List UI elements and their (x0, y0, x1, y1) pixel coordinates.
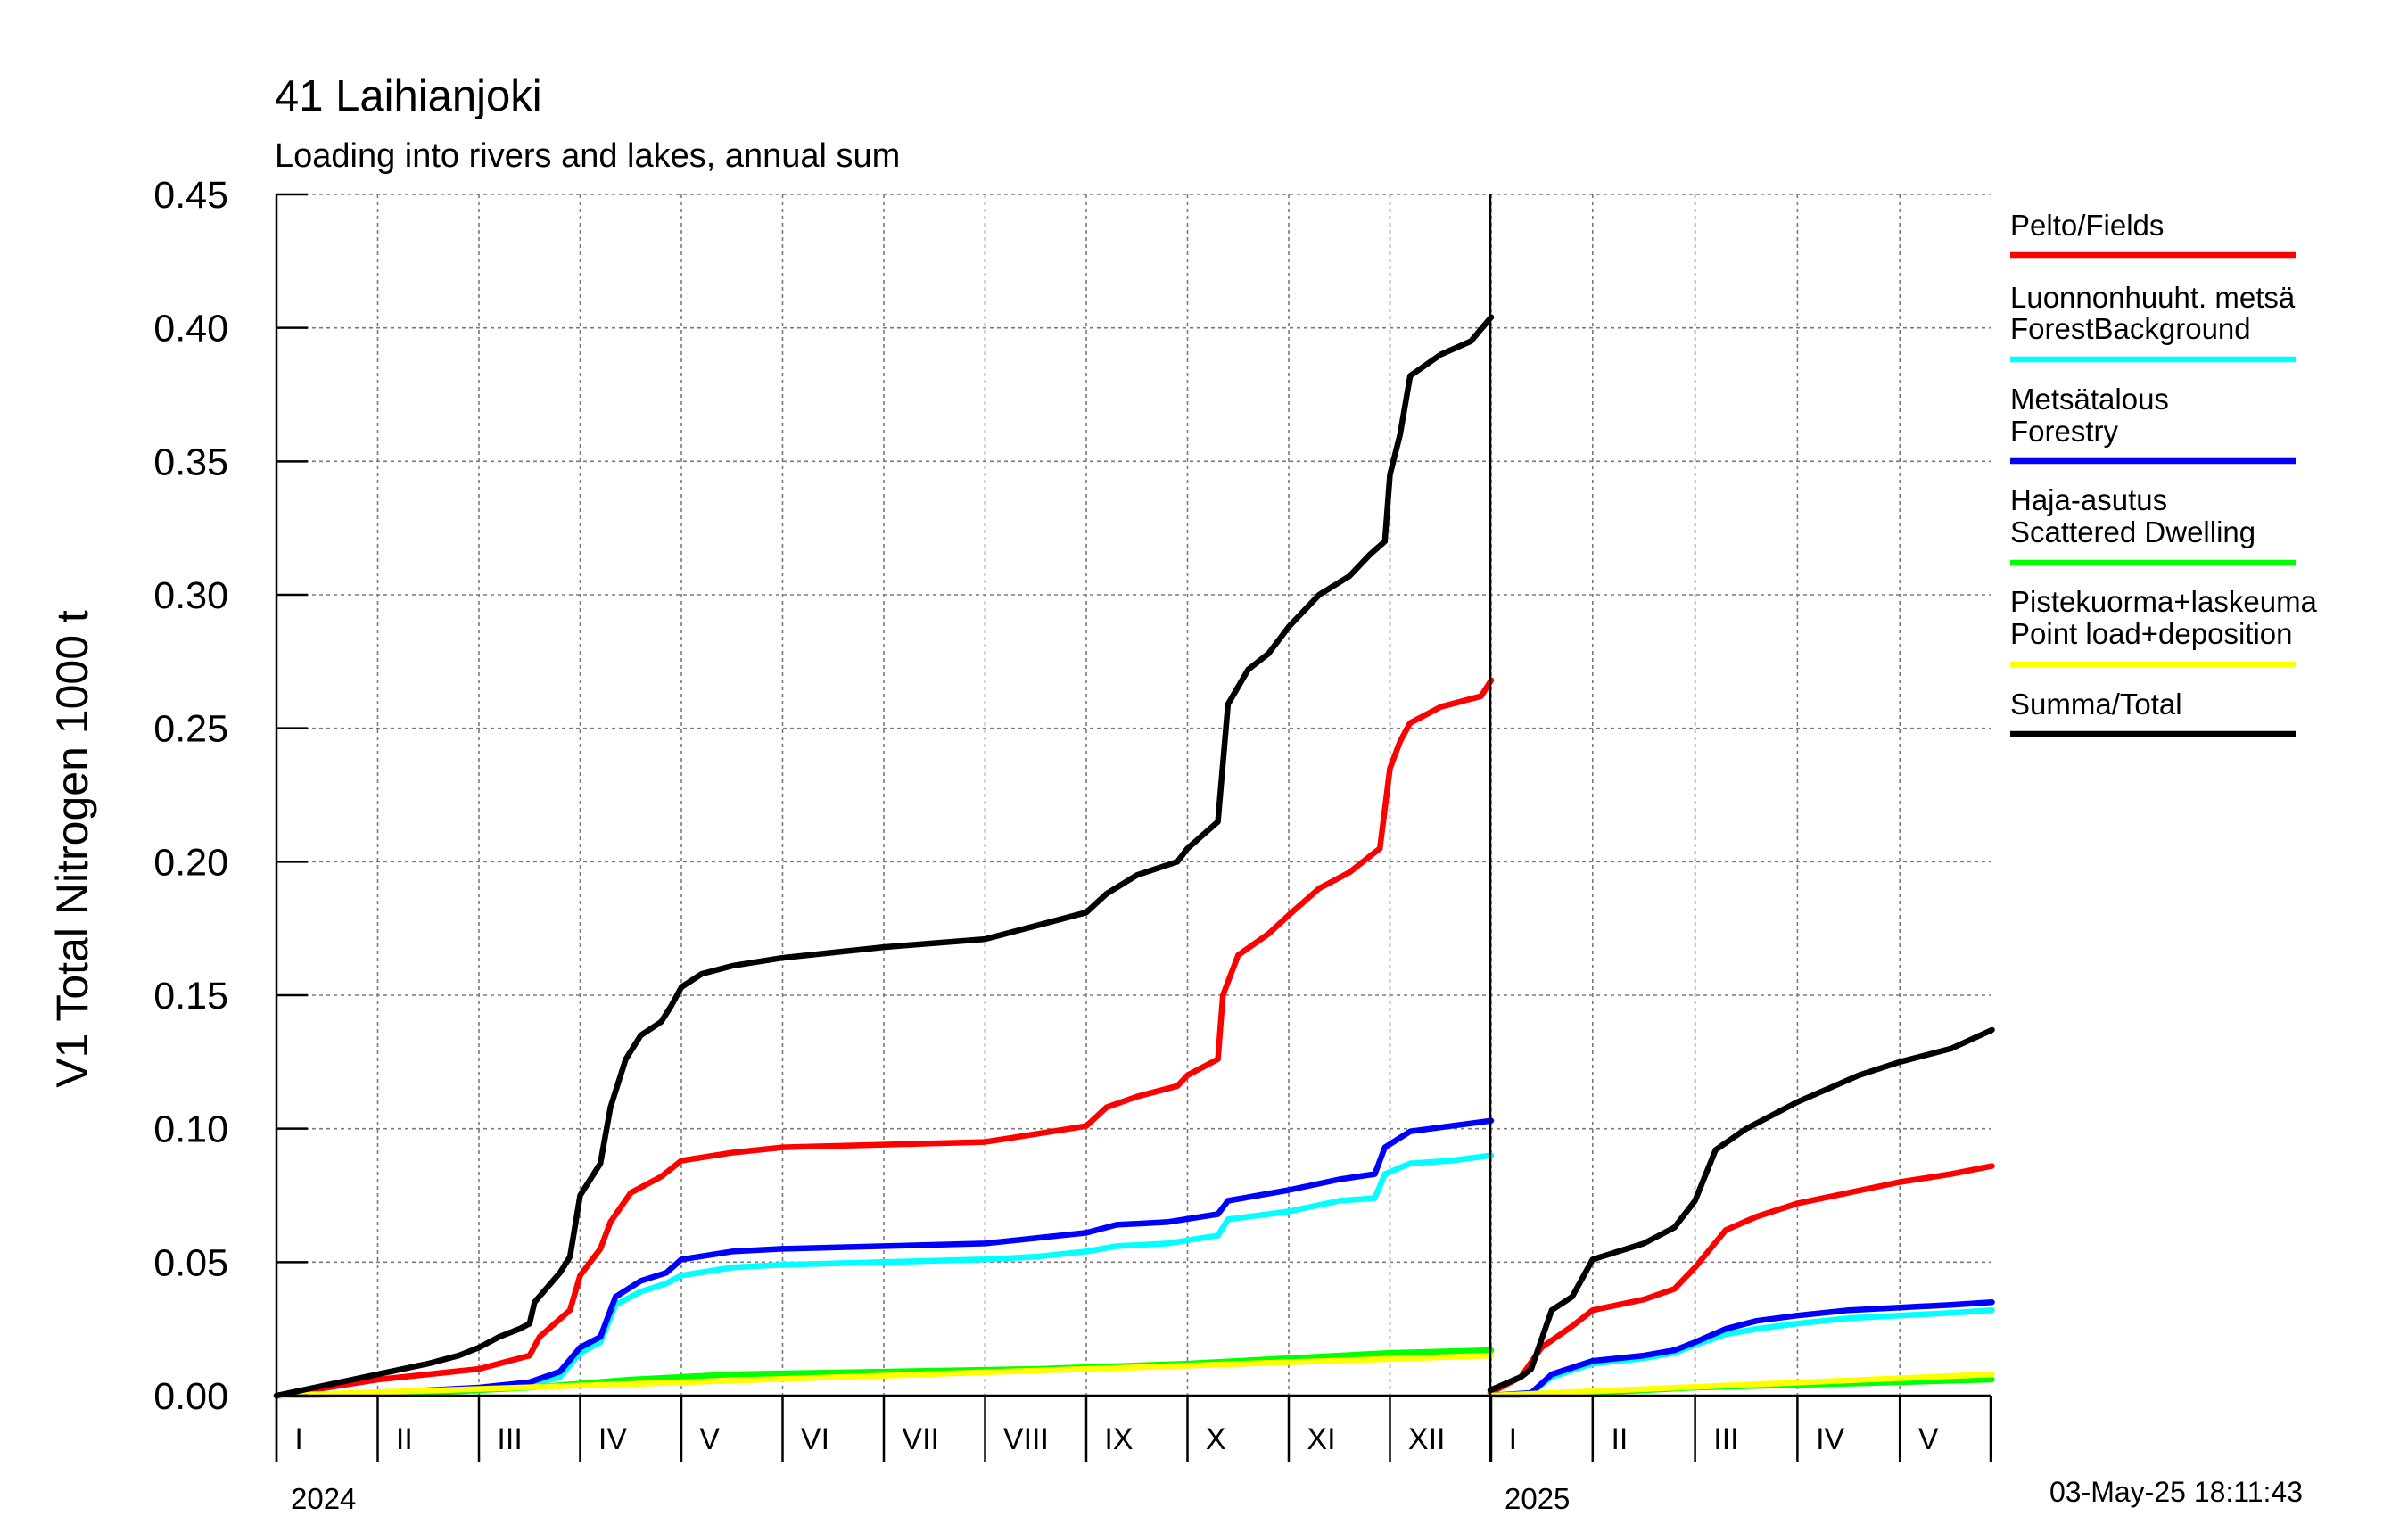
series-line (273, 677, 1495, 1399)
month-label: IX (1104, 1422, 1133, 1456)
axes: 0.00 0.05 0.10 0.15 0.20 0.25 0.30 0.35 0.40 0.45… (153, 174, 1992, 1515)
month-label: V (1918, 1422, 1939, 1456)
month-label: IV (1816, 1422, 1844, 1456)
legend-label: Haja-asutus (2010, 483, 2167, 516)
chart-title: 41 Laihianjoki (275, 72, 542, 120)
legend-label: Summa/Total (2010, 688, 2182, 721)
timestamp: 03-May-25 18:11:43 (2049, 1476, 2303, 1508)
month-label: X (1206, 1422, 1226, 1456)
month-label: I (294, 1422, 302, 1456)
month-label: XII (1408, 1422, 1446, 1456)
series-line (273, 1117, 1495, 1399)
y-axis-label: V1 Total Nitrogen 1000 t (47, 610, 97, 1088)
legend-label: Forestry (2010, 415, 2119, 448)
year-label: 2025 (1505, 1482, 1570, 1515)
year-label: 2024 (291, 1482, 356, 1515)
month-label: II (1611, 1422, 1628, 1456)
y-tick-label: 0.20 (153, 841, 228, 884)
month-label: III (497, 1422, 522, 1456)
series-line (1487, 1163, 1995, 1397)
y-tick-label: 0.00 (153, 1375, 228, 1418)
y-tick-label: 0.05 (153, 1241, 228, 1284)
month-label: IV (598, 1422, 627, 1456)
y-tick-label: 0.10 (153, 1108, 228, 1151)
month-label: V (699, 1422, 720, 1456)
legend-label: Pelto/Fields (2010, 209, 2164, 242)
month-label: II (396, 1422, 413, 1456)
legend-label: Metsätalous (2010, 383, 2169, 416)
legend-label: Scattered Dwelling (2010, 515, 2255, 548)
grid (276, 194, 1991, 1397)
legend-label: Pistekuorma+laskeuma (2010, 585, 2318, 618)
month-label: XI (1307, 1422, 1335, 1456)
series-line (273, 314, 1495, 1399)
y-tick-label: 0.35 (153, 441, 228, 483)
series-lines (273, 314, 1995, 1399)
legend-label: ForestBackground (2010, 312, 2251, 345)
series-line (1487, 1371, 1995, 1399)
series-line (273, 1352, 1495, 1399)
month-label: I (1509, 1422, 1517, 1456)
chart-subtitle: Loading into rivers and lakes, annual su… (275, 137, 900, 175)
y-tick-label: 0.30 (153, 574, 228, 617)
y-tick-label: 0.25 (153, 708, 228, 751)
series-line (1487, 1026, 1995, 1394)
y-tick-label: 0.45 (153, 174, 228, 217)
series-line (1487, 1298, 1995, 1399)
month-label: VI (801, 1422, 829, 1456)
month-label: VII (902, 1422, 939, 1456)
legend-label: Point load+deposition (2010, 617, 2293, 650)
month-label: III (1713, 1422, 1738, 1456)
month-label: VIII (1003, 1422, 1049, 1456)
y-tick-label: 0.15 (153, 975, 228, 1018)
y-tick-label: 0.40 (153, 308, 228, 350)
legend: Pelto/Fields Luonnonhuuht. metsäForestBac… (2010, 209, 2318, 737)
legend-label: Luonnonhuuht. metsä (2010, 281, 2296, 314)
series-line (273, 1152, 1495, 1399)
